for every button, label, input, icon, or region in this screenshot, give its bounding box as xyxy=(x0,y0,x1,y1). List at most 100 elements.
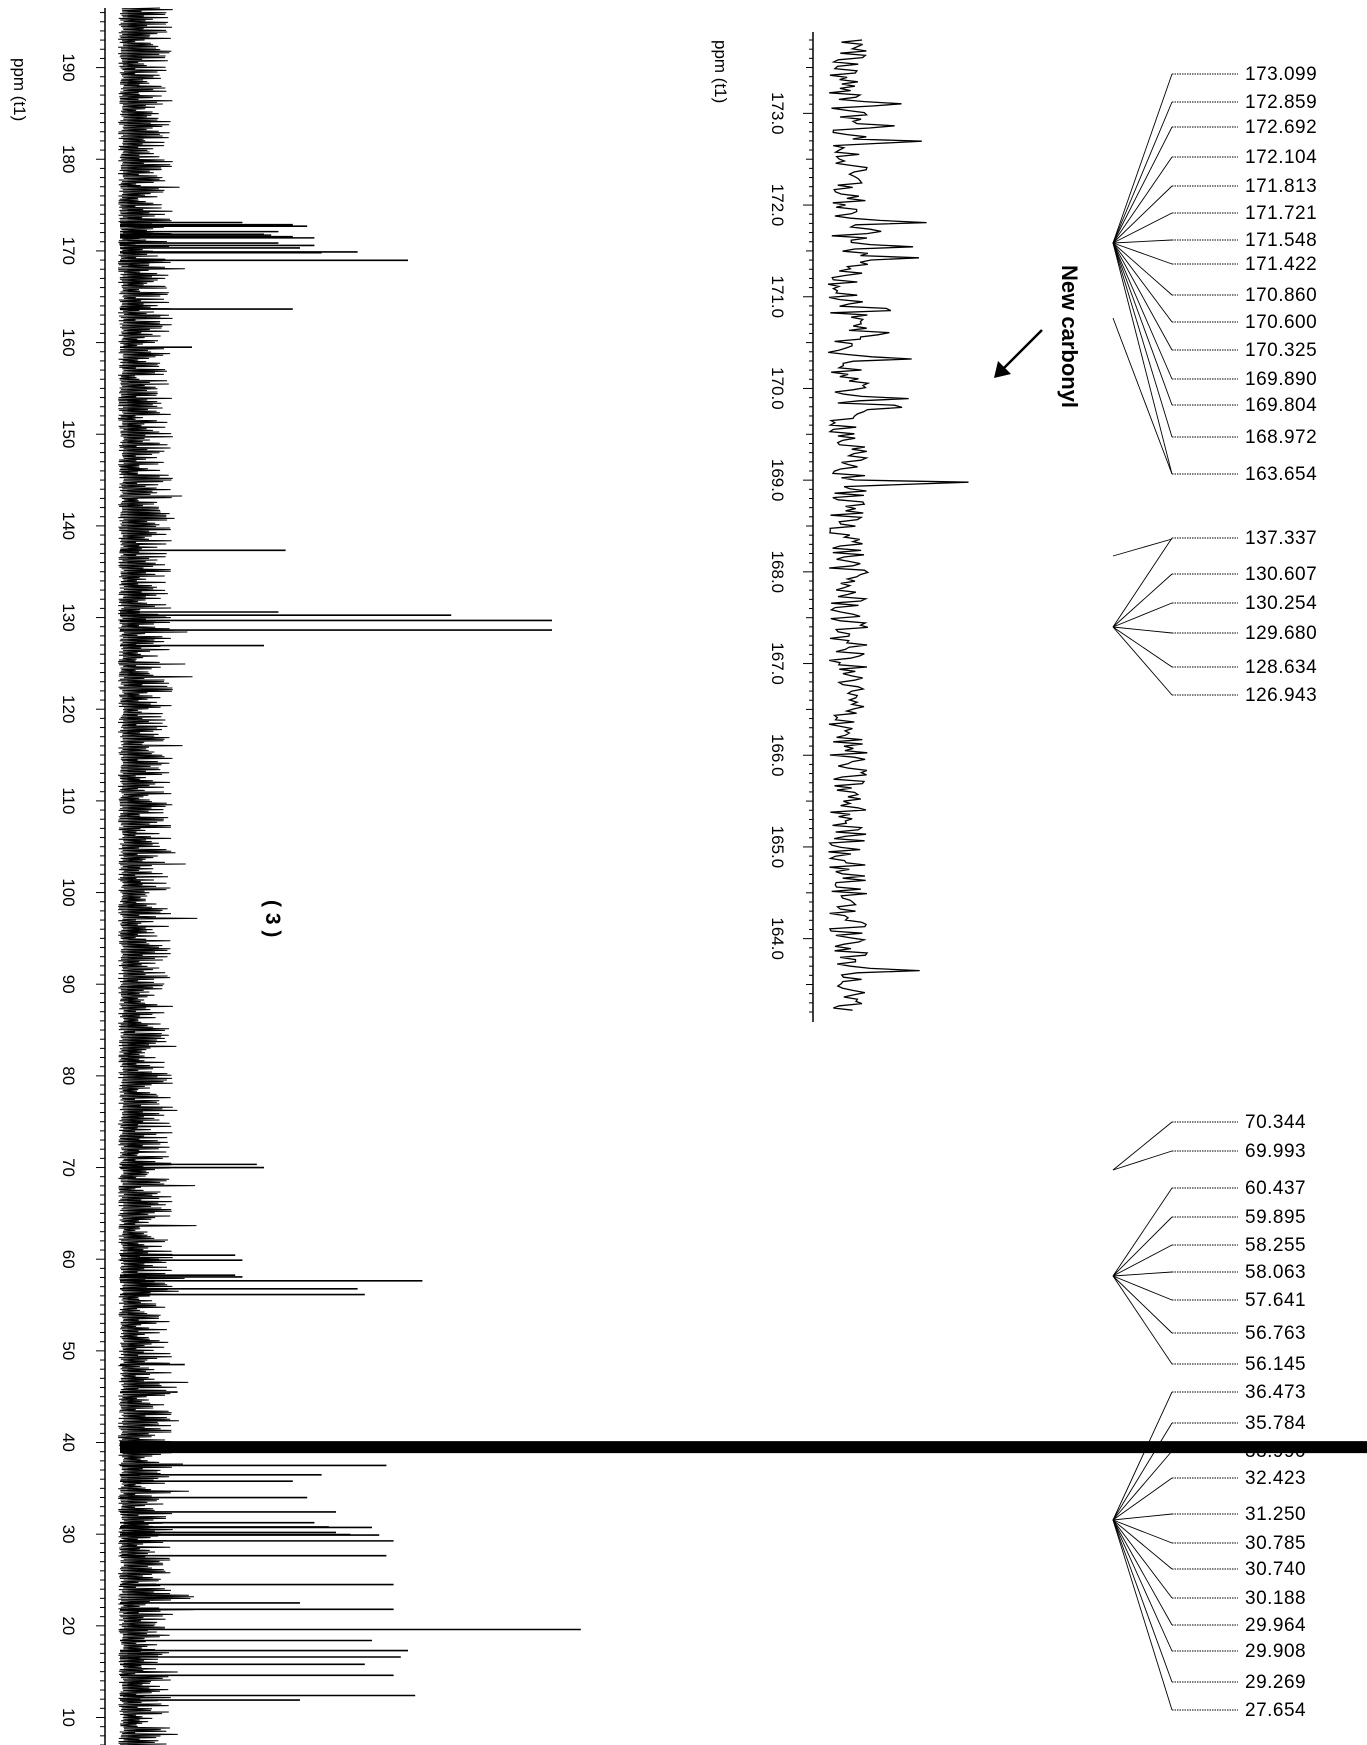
shift-leader-line xyxy=(1112,1216,1173,1277)
main-tick-label: 70 xyxy=(59,1158,78,1177)
shift-leader-line xyxy=(1112,1519,1173,1599)
main-tick-label: 150 xyxy=(59,420,78,448)
shift-leader-line xyxy=(1112,242,1173,265)
new-carbonyl-annotation: New carbonyl xyxy=(1057,265,1082,408)
main-tick-label: 100 xyxy=(59,878,78,906)
shift-leader-line xyxy=(1112,242,1173,438)
shift-leader-line xyxy=(1112,1391,1173,1521)
shift-leader-line xyxy=(1112,1519,1173,1683)
main-axis-ticks xyxy=(96,12,105,1745)
shift-leader-line xyxy=(1112,1519,1173,1544)
shift-leader-line xyxy=(1112,185,1173,244)
shift-leader-line xyxy=(1112,1477,1173,1521)
shift-value-label: 130.254 xyxy=(1245,593,1317,614)
main-tick-label: 30 xyxy=(59,1525,78,1544)
shift-leader-line xyxy=(1112,1519,1173,1652)
shift-leader-line xyxy=(1112,242,1173,380)
shift-leader-line xyxy=(1112,1422,1173,1521)
shift-value-label: 126.943 xyxy=(1245,685,1317,706)
shift-leader-line xyxy=(1112,1450,1173,1521)
shift-leader-line xyxy=(1112,1121,1173,1171)
shift-leader-line xyxy=(1112,242,1173,406)
shift-value-label: 170.325 xyxy=(1245,340,1317,361)
shift-value-label: 32.423 xyxy=(1245,1468,1306,1489)
main-tick-label: 50 xyxy=(59,1341,78,1360)
peak-shift-labels: 173.099 172.859 172.692 172.104 171.813 171.7… xyxy=(1112,64,1317,1721)
shift-value-label: 29.964 xyxy=(1245,1615,1306,1636)
shift-leader-line xyxy=(1112,126,1173,244)
shift-leader-line xyxy=(1112,1275,1173,1301)
shift-value-label: 128.634 xyxy=(1245,657,1317,678)
shift-value-label: 129.680 xyxy=(1245,623,1317,644)
inset-axis-tick-labels: 173.0 172.0 171.0 170.0 169.0 168.0 167.… xyxy=(768,92,787,960)
inset-spectrum-trace xyxy=(827,39,969,1011)
shift-leader-line xyxy=(1112,1275,1173,1334)
compound-label: ( 3 ) xyxy=(261,900,284,937)
main-tick-label: 170 xyxy=(59,237,78,265)
shift-value-label: 59.895 xyxy=(1245,1207,1306,1228)
shift-value-label: 168.972 xyxy=(1245,427,1317,448)
inset-tick-label: 165.0 xyxy=(768,826,787,869)
shift-leader-line xyxy=(1112,1187,1173,1277)
shift-leader-line xyxy=(1112,1513,1173,1521)
shift-leader-line xyxy=(1112,1519,1173,1711)
main-tick-label: 10 xyxy=(59,1708,78,1727)
shift-value-label: 172.692 xyxy=(1245,117,1317,138)
shift-leader-line xyxy=(1112,156,1173,244)
shift-value-label: 69.993 xyxy=(1245,1141,1306,1162)
shift-leader-line xyxy=(1112,242,1173,323)
shift-leader-line xyxy=(1112,101,1173,244)
shift-leader-line xyxy=(1112,1271,1173,1277)
shift-leader-line xyxy=(1112,626,1173,668)
main-tick-label: 140 xyxy=(59,512,78,540)
shift-value-label: 36.473 xyxy=(1245,1382,1306,1403)
shift-leader-line xyxy=(1112,242,1173,351)
shift-value-label: 35.784 xyxy=(1245,1413,1306,1434)
shift-leader-line xyxy=(1112,242,1173,296)
inset-axis-ticks xyxy=(803,39,813,1013)
shift-leader-line xyxy=(1112,626,1173,634)
shift-leader-line xyxy=(1112,626,1173,696)
shift-leader-line xyxy=(1112,602,1173,628)
main-tick-label: 130 xyxy=(59,603,78,631)
shift-leader-line xyxy=(1112,1244,1173,1277)
shift-value-label: 57.641 xyxy=(1245,1290,1306,1311)
shift-value-label: 163.654 xyxy=(1245,464,1317,485)
shift-leader-line xyxy=(1112,1275,1173,1365)
shift-value-label: 29.908 xyxy=(1245,1641,1306,1662)
shift-value-label: 30.785 xyxy=(1245,1533,1306,1554)
shift-value-label: 130.607 xyxy=(1245,564,1317,585)
inset-tick-label: 167.0 xyxy=(768,642,787,685)
main-tick-label: 110 xyxy=(59,787,78,814)
shift-value-label: 170.600 xyxy=(1245,312,1317,333)
shift-leader-line xyxy=(1112,537,1173,628)
shift-value-label: 60.437 xyxy=(1245,1178,1306,1199)
shift-leader-line xyxy=(1112,317,1173,475)
shift-leader-line xyxy=(1112,573,1173,628)
shift-value-label: 137.337 xyxy=(1245,528,1317,549)
main-axis-label: ppm (t1) xyxy=(10,58,29,121)
shift-leader-line xyxy=(1112,1519,1173,1570)
shift-value-label: 33.990 xyxy=(1245,1441,1306,1462)
main-tick-label: 20 xyxy=(59,1616,78,1635)
shift-value-label: 58.255 xyxy=(1245,1235,1306,1256)
shift-value-label: 70.344 xyxy=(1245,1112,1306,1133)
main-tick-label: 190 xyxy=(59,53,78,81)
main-tick-label: 40 xyxy=(59,1433,78,1452)
shift-value-label: 171.548 xyxy=(1245,230,1317,251)
shift-value-label: 169.804 xyxy=(1245,395,1317,416)
shift-leader-line xyxy=(1112,1150,1173,1171)
shift-leader-line xyxy=(1112,239,1173,244)
inset-tick-label: 164.0 xyxy=(768,917,787,960)
main-tick-label: 60 xyxy=(59,1250,78,1269)
main-tick-label: 160 xyxy=(59,328,78,356)
shift-leader-line xyxy=(1112,1519,1173,1626)
shift-value-label: 169.890 xyxy=(1245,369,1317,390)
main-spectrum-peaks xyxy=(120,221,1367,1701)
shift-value-label: 173.099 xyxy=(1245,64,1317,85)
shift-value-label: 56.145 xyxy=(1245,1354,1306,1375)
shift-value-label: 58.063 xyxy=(1245,1262,1306,1283)
shift-value-label: 170.860 xyxy=(1245,285,1317,306)
